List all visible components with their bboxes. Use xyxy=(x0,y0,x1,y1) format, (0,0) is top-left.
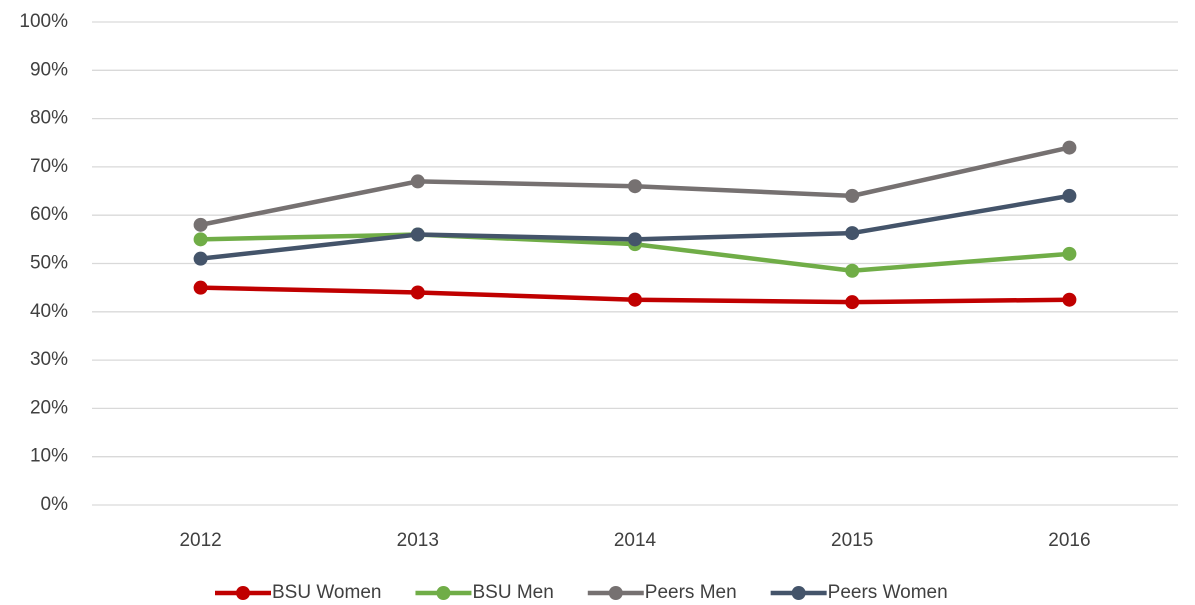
data-point xyxy=(1062,140,1077,155)
y-tick-label: 10% xyxy=(30,446,68,467)
x-tick-label: 2014 xyxy=(614,530,657,551)
data-point xyxy=(628,292,642,307)
y-tick-label: 50% xyxy=(30,253,68,274)
data-point xyxy=(845,263,860,278)
legend-label: BSU Women xyxy=(272,582,381,603)
data-point xyxy=(410,227,425,242)
y-tick-label: 90% xyxy=(30,59,68,80)
y-tick-label: 40% xyxy=(30,301,68,322)
data-point xyxy=(1062,188,1077,203)
y-tick-label: 0% xyxy=(41,494,69,515)
data-point xyxy=(845,226,860,241)
legend-marker xyxy=(608,586,623,600)
data-point xyxy=(1062,292,1077,307)
data-point xyxy=(193,280,208,295)
data-point xyxy=(193,251,208,266)
y-tick-label: 60% xyxy=(30,204,68,225)
legend-label: Peers Women xyxy=(828,582,948,603)
y-tick-label: 30% xyxy=(30,349,68,370)
data-point xyxy=(193,232,208,247)
data-point xyxy=(1062,246,1077,261)
legend-marker xyxy=(436,586,451,600)
x-tick-label: 2013 xyxy=(397,530,439,551)
y-tick-label: 70% xyxy=(30,156,68,177)
legend-marker xyxy=(791,586,806,600)
data-point xyxy=(845,188,860,203)
legend-marker xyxy=(236,586,250,600)
data-point xyxy=(845,295,860,310)
legend-label: BSU Men xyxy=(472,582,553,603)
y-tick-label: 100% xyxy=(19,11,68,32)
data-point xyxy=(628,179,642,194)
y-tick-label: 80% xyxy=(30,108,68,129)
x-tick-label: 2012 xyxy=(179,530,221,551)
legend-label: Peers Men xyxy=(645,582,737,603)
x-tick-label: 2016 xyxy=(1048,530,1090,551)
y-tick-label: 20% xyxy=(30,397,68,418)
data-point xyxy=(410,285,425,300)
x-tick-label: 2015 xyxy=(831,530,873,551)
data-point xyxy=(628,232,642,247)
data-point xyxy=(193,217,208,232)
data-point xyxy=(410,174,425,189)
